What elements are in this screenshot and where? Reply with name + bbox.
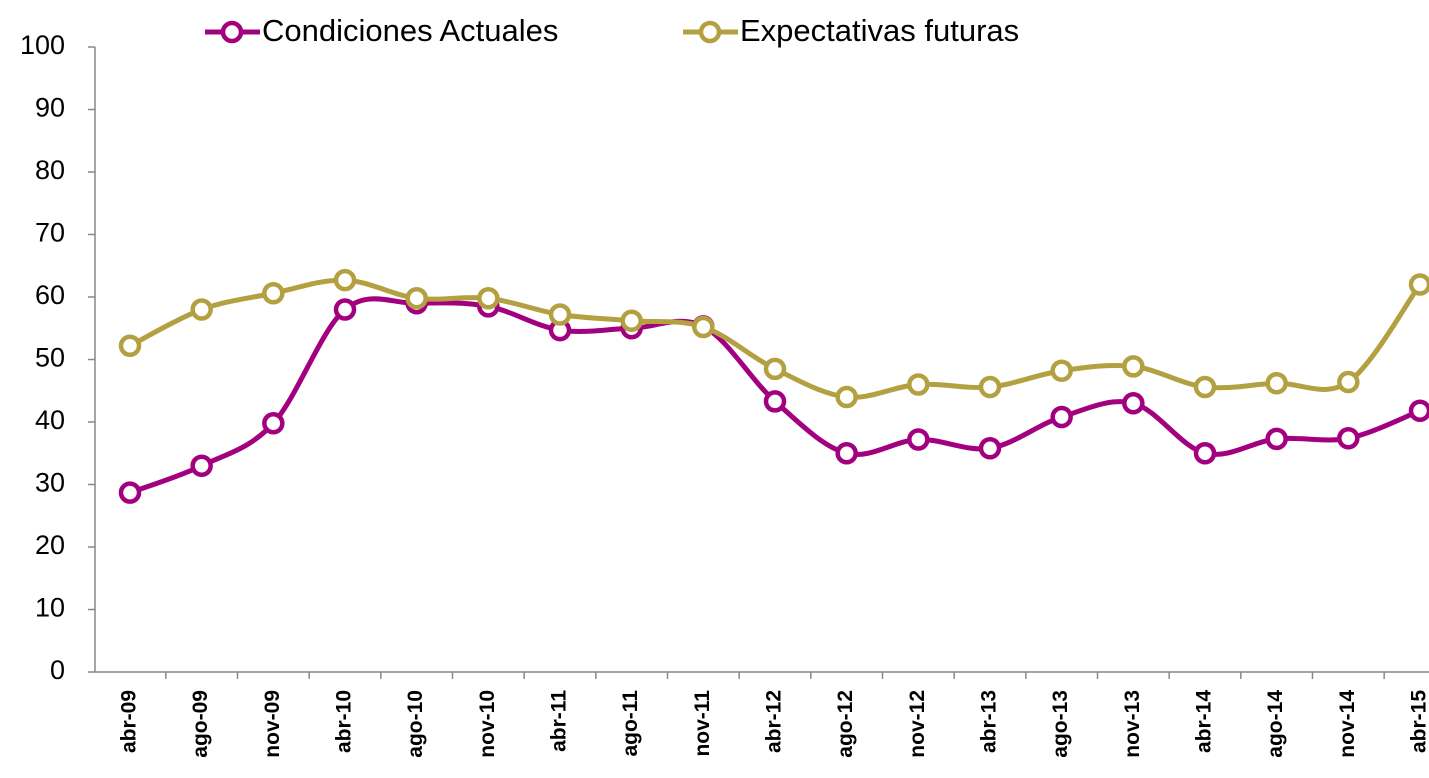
y-tick-label: 0 (50, 655, 65, 685)
x-tick-label: ago-12 (834, 690, 857, 758)
point (262, 412, 285, 435)
point (835, 442, 858, 465)
point (1193, 375, 1217, 399)
point (548, 303, 572, 326)
point (620, 309, 643, 332)
y-tick-label: 30 (35, 468, 65, 498)
point (1337, 370, 1360, 394)
x-tick-label: ago-13 (1049, 690, 1072, 758)
y-tick-label: 100 (20, 30, 65, 60)
x-tick-label: nov-09 (261, 690, 284, 758)
x-tick-label: ago-09 (189, 690, 212, 758)
point (190, 454, 213, 477)
y-tick-label: 10 (35, 593, 65, 623)
point (692, 315, 715, 339)
y-tick-label: 50 (35, 343, 65, 373)
x-tick-label: ago-14 (1264, 690, 1287, 758)
x-tick-label: nov-11 (691, 690, 714, 757)
point (118, 481, 142, 504)
x-tick-label: abr-12 (763, 690, 786, 753)
point (262, 282, 285, 305)
point (1193, 442, 1217, 465)
point (835, 385, 858, 409)
x-tick-label: abr-14 (1193, 690, 1216, 753)
x-tick-label: nov-13 (1121, 690, 1144, 758)
point (763, 390, 787, 413)
x-tick-label: nov-14 (1336, 690, 1359, 758)
point (1408, 399, 1429, 422)
point (907, 428, 930, 451)
point (405, 287, 428, 310)
x-tick-label: abr-09 (118, 690, 141, 753)
point (333, 298, 357, 321)
point (907, 373, 930, 396)
x-tick-label: abr-10 (333, 690, 356, 753)
point (1122, 392, 1145, 415)
point (978, 437, 1002, 460)
point (1265, 427, 1288, 451)
y-tick-label: 40 (35, 405, 65, 435)
legend-marker (220, 20, 244, 44)
x-tick-label: abr-15 (1408, 690, 1429, 753)
legend-marker (698, 20, 722, 44)
point (118, 334, 142, 357)
x-tick-label: abr-13 (978, 690, 1001, 753)
y-tick-label: 80 (35, 155, 65, 185)
x-tick-label: abr-11 (548, 690, 571, 752)
point (978, 375, 1002, 399)
point (1337, 427, 1360, 450)
point (477, 287, 500, 310)
x-tick-label: nov-12 (906, 690, 929, 758)
y-tick-label: 60 (35, 280, 65, 310)
x-tick-label: nov-10 (476, 690, 499, 758)
x-tick-label: ago-10 (404, 690, 427, 758)
point (190, 298, 213, 321)
point (1122, 355, 1145, 378)
point (1050, 359, 1073, 382)
point (763, 357, 787, 381)
legend-label: Condiciones Actuales (262, 13, 558, 48)
legend-label: Expectativas futuras (740, 13, 1019, 48)
y-tick-label: 90 (35, 93, 65, 123)
point (1265, 372, 1288, 395)
x-tick-label: ago-11 (619, 690, 642, 757)
y-tick-label: 20 (35, 530, 65, 560)
point (333, 268, 357, 292)
y-tick-label: 70 (35, 218, 65, 248)
point (1408, 273, 1429, 296)
point (1050, 405, 1073, 429)
